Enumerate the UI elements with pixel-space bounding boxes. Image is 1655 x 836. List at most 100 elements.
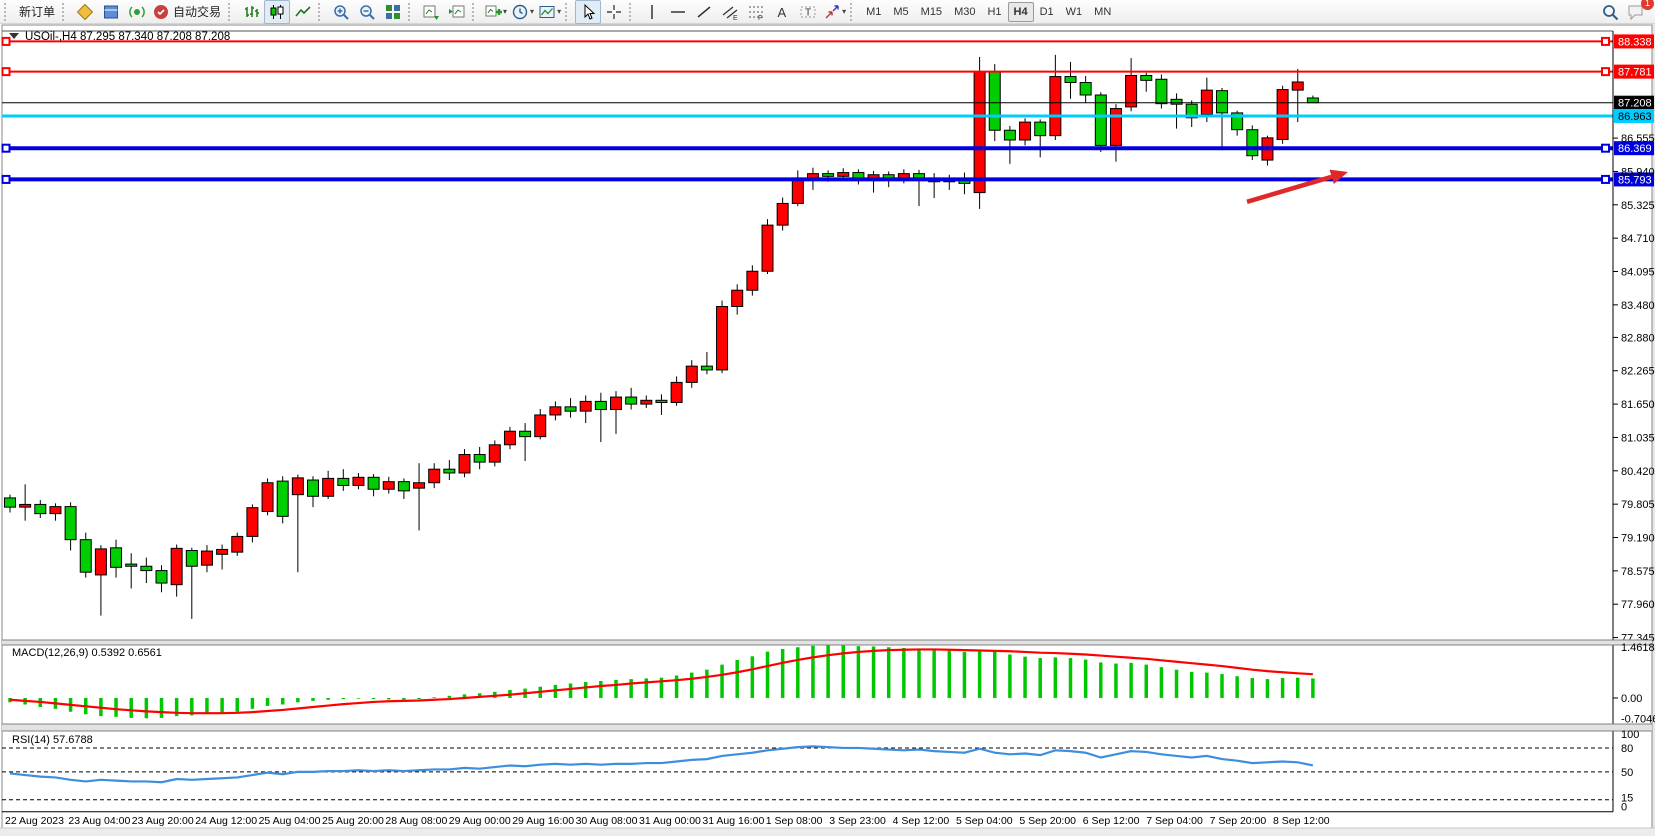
text-label-button[interactable]: T [795, 0, 821, 24]
zoom-in-icon [334, 4, 349, 20]
line-handle[interactable] [1601, 174, 1610, 184]
line-handle[interactable] [1601, 36, 1610, 46]
rsi-axis-label: 50 [1621, 767, 1633, 779]
time-label: 28 Aug 08:00 [385, 815, 447, 827]
market-watch-icon [76, 3, 94, 20]
hline-85.793[interactable] [1, 174, 1613, 184]
svg-text:85.793: 85.793 [1618, 174, 1652, 186]
toolbar-grip [408, 2, 415, 21]
timeframe-m30-button[interactable]: M30 [954, 5, 976, 18]
timeframe-mn-button[interactable]: MN [1094, 5, 1112, 18]
toolbar-grip [228, 2, 235, 21]
chart-shift-button[interactable] [444, 0, 470, 24]
search-button[interactable] [1597, 0, 1623, 24]
text-icon: A [778, 5, 787, 20]
tile-windows-button[interactable] [380, 0, 406, 24]
market-watch-button[interactable] [72, 0, 98, 24]
time-label: 31 Aug 00:00 [639, 815, 701, 827]
svg-text:86.369: 86.369 [1618, 143, 1652, 155]
price-tag-85.793: 85.793 [1614, 172, 1654, 187]
data-window-icon [104, 5, 119, 18]
toolbar-grip [472, 2, 479, 21]
new-order-label: 新订单 [19, 5, 56, 19]
time-label: 23 Aug 04:00 [68, 815, 130, 827]
price-tick-label: 84.095 [1621, 267, 1655, 279]
search-icon [1603, 4, 1619, 20]
price-tag-87.208: 87.208 [1614, 95, 1654, 110]
toolbar-grip [4, 2, 11, 21]
shapes-button[interactable]: ▾ [821, 0, 848, 24]
time-axis[interactable]: 22 Aug 2023 23 Aug 04:00 23 Aug 20:00 24 Au… [5, 815, 1330, 827]
notifications-button[interactable]: 1 [1623, 0, 1654, 24]
fibonacci-button[interactable]: F [743, 0, 769, 24]
hline-button[interactable] [665, 0, 691, 24]
text-button[interactable]: A [769, 0, 795, 24]
dropdown-caret-icon[interactable]: ▾ [530, 7, 535, 16]
time-label: 6 Sep 12:00 [1083, 815, 1140, 827]
line-chart-icon [295, 5, 311, 17]
price-tick-label: 82.265 [1621, 366, 1655, 378]
signals-button[interactable] [124, 0, 150, 24]
hline-86.369[interactable] [1, 143, 1613, 153]
timeframe-w1-button[interactable]: W1 [1065, 5, 1083, 18]
templates-button[interactable]: ▾ [536, 0, 563, 24]
pane-separator[interactable] [2, 724, 1652, 731]
window-right-edge [1652, 24, 1655, 836]
vline-button[interactable] [639, 0, 665, 24]
dropdown-caret-icon[interactable]: ▾ [842, 7, 847, 16]
line-handle[interactable] [1, 67, 11, 77]
channel-button[interactable]: E [717, 0, 743, 24]
line-handle[interactable] [1, 174, 11, 184]
signals-icon [129, 5, 145, 18]
line-chart-button[interactable] [290, 0, 316, 24]
cursor-button[interactable] [575, 0, 602, 24]
timeframe-m15-button[interactable]: M15 [920, 5, 943, 18]
zoom-out-button[interactable] [354, 0, 380, 24]
candle-chart-button[interactable] [264, 0, 291, 24]
autotrade-icon [154, 4, 169, 19]
dropdown-caret-icon[interactable]: ▾ [557, 7, 562, 16]
timeframe-h1-button[interactable]: H1 [987, 5, 1002, 18]
data-window-button[interactable] [98, 0, 124, 24]
toolbar-grip [62, 2, 69, 21]
bar-chart-button[interactable] [238, 0, 264, 24]
time-label: 30 Aug 08:00 [576, 815, 638, 827]
status-strip [0, 828, 1655, 836]
rsi-axis-label: 100 [1621, 729, 1639, 741]
candle-chart-icon [270, 4, 284, 19]
svg-text:F: F [758, 15, 762, 21]
time-label: 24 Aug 12:00 [195, 815, 257, 827]
crosshair-icon [607, 4, 622, 19]
dropdown-caret-icon[interactable]: ▾ [503, 7, 508, 16]
new-chart-button[interactable]: ▾ [482, 0, 509, 24]
timeframe-d1-button[interactable]: D1 [1039, 5, 1054, 18]
line-handle[interactable] [1601, 143, 1610, 153]
line-handle[interactable] [1, 143, 11, 153]
line-handle[interactable] [1, 36, 11, 46]
rsi-axis-label: 80 [1621, 743, 1633, 755]
autotrade-button[interactable]: 自动交易 [150, 0, 226, 24]
pane-separator[interactable] [2, 640, 1652, 645]
auto-scroll-button[interactable] [418, 0, 444, 24]
trend-arrow-annotation[interactable] [1246, 169, 1348, 204]
timeframe-h4-button[interactable]: H4 [1007, 1, 1034, 22]
text-label-icon: T [800, 6, 816, 18]
hline-87.781[interactable] [1, 67, 1613, 77]
periods-button[interactable]: ▾ [509, 0, 536, 24]
line-handle[interactable] [1601, 67, 1610, 77]
toolbar-grip [565, 2, 572, 21]
crosshair-button[interactable] [601, 0, 627, 24]
hline-88.338[interactable] [1, 36, 1613, 46]
notification-badge: 1 [1641, 0, 1654, 10]
macd-label: MACD(12,26,9) 0.5392 0.6561 [12, 647, 162, 659]
time-label: 7 Sep 20:00 [1210, 815, 1267, 827]
ohlc-dropdown-icon[interactable] [9, 33, 19, 39]
svg-text:88.338: 88.338 [1618, 36, 1652, 48]
timeframe-m5-button[interactable]: M5 [893, 5, 909, 18]
timeframe-m1-button[interactable]: M1 [866, 5, 882, 18]
price-tick-label: 78.575 [1621, 566, 1655, 578]
zoom-in-button[interactable] [328, 0, 354, 24]
trendline-button[interactable] [691, 0, 717, 24]
new-order-button[interactable]: 新订单 [14, 0, 60, 24]
price-tick-label: 83.480 [1621, 300, 1655, 312]
